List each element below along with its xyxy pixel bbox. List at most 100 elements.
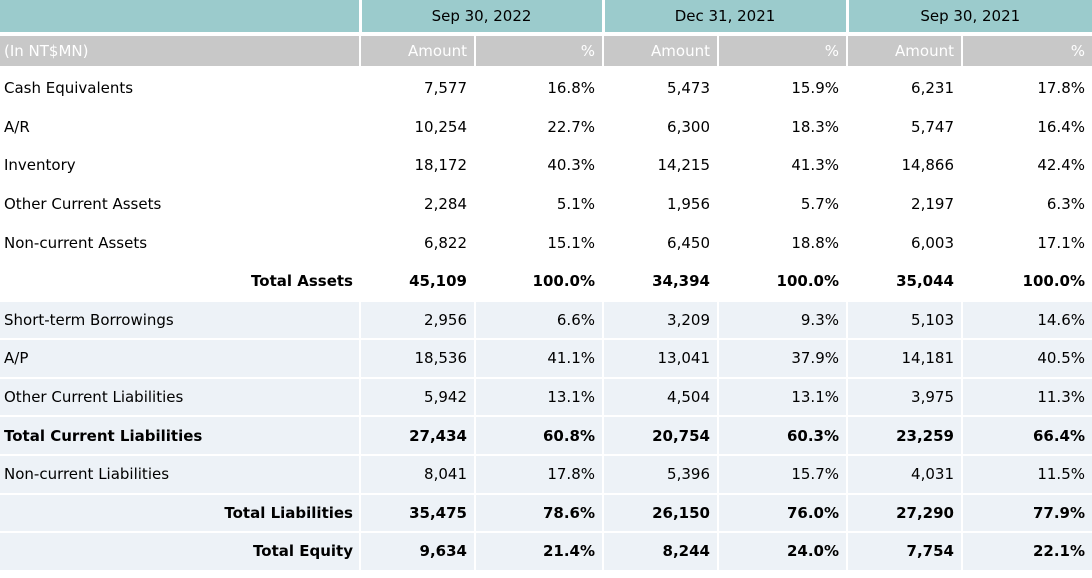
amount-cell: 3,975 (846, 376, 963, 418)
amount-cell: 2,284 (359, 183, 476, 225)
amount-cell: 8,244 (602, 531, 719, 572)
percent-header: % (474, 34, 603, 70)
amount-cell: 6,450 (602, 222, 719, 263)
row-label: Total Equity (0, 531, 361, 572)
amount-cell: 5,747 (846, 106, 963, 148)
percent-cell: 42.4% (961, 145, 1092, 186)
percent-cell: 76.0% (717, 492, 848, 534)
table-row: Total Assets 45,109 100.0% 34,394 100.0%… (0, 260, 1092, 302)
amount-cell: 18,536 (359, 338, 476, 379)
percent-cell: 17.1% (961, 222, 1092, 263)
amount-cell: 18,172 (359, 145, 476, 186)
amount-cell: 4,504 (602, 376, 719, 418)
percent-cell: 5.1% (474, 183, 604, 225)
row-label: A/P (0, 338, 361, 379)
percent-cell: 17.8% (474, 453, 604, 495)
row-label: Other Current Assets (0, 183, 361, 225)
percent-cell: 9.3% (717, 299, 848, 341)
table-row: Short-term Borrowings 2,956 6.6% 3,209 9… (0, 299, 1092, 341)
percent-cell: 11.3% (961, 376, 1092, 418)
percent-cell: 100.0% (961, 260, 1092, 302)
row-label: A/R (0, 106, 361, 148)
table-row: Inventory 18,172 40.3% 14,215 41.3% 14,8… (0, 145, 1092, 186)
amount-cell: 5,473 (602, 67, 719, 109)
row-label: Non-current Assets (0, 222, 361, 263)
amount-cell: 2,197 (846, 183, 963, 225)
amount-cell: 5,942 (359, 376, 476, 418)
col-group-header-sep-2022: Sep 30, 2022 (358, 0, 603, 36)
table-row: Other Current Liabilities 5,942 13.1% 4,… (0, 376, 1092, 418)
percent-header: % (961, 34, 1092, 70)
amount-cell: 10,254 (359, 106, 476, 148)
percent-cell: 37.9% (717, 338, 848, 379)
percent-cell: 15.9% (717, 67, 848, 109)
table-row: Total Equity 9,634 21.4% 8,244 24.0% 7,7… (0, 531, 1092, 572)
percent-cell: 16.8% (474, 67, 604, 109)
percent-cell: 5.7% (717, 183, 848, 225)
row-label: Total Current Liabilities (0, 415, 361, 456)
percent-cell: 15.1% (474, 222, 604, 263)
amount-header: Amount (359, 34, 475, 70)
amount-cell: 27,434 (359, 415, 476, 456)
row-label: Other Current Liabilities (0, 376, 361, 418)
percent-header: % (717, 34, 847, 70)
amount-cell: 8,041 (359, 453, 476, 495)
col-group-header-sep-2021: Sep 30, 2021 (845, 0, 1092, 36)
amount-cell: 27,290 (846, 492, 963, 534)
subheader-row: (In NT$MN) Amount % Amount % Amount % (0, 34, 1092, 70)
percent-cell: 100.0% (717, 260, 848, 302)
row-label: Short-term Borrowings (0, 299, 361, 341)
amount-header: Amount (846, 34, 962, 70)
amount-cell: 20,754 (602, 415, 719, 456)
amount-cell: 5,103 (846, 299, 963, 341)
percent-cell: 24.0% (717, 531, 848, 572)
percent-cell: 18.8% (717, 222, 848, 263)
percent-cell: 77.9% (961, 492, 1092, 534)
corner-cell (0, 0, 360, 36)
amount-cell: 35,475 (359, 492, 476, 534)
percent-cell: 13.1% (717, 376, 848, 418)
amount-cell: 14,181 (846, 338, 963, 379)
row-label: Non-current Liabilities (0, 453, 361, 495)
amount-cell: 14,215 (602, 145, 719, 186)
row-label: Total Liabilities (0, 492, 361, 534)
percent-cell: 13.1% (474, 376, 604, 418)
percent-cell: 11.5% (961, 453, 1092, 495)
amount-cell: 26,150 (602, 492, 719, 534)
date-header-row: Sep 30, 2022 Dec 31, 2021 Sep 30, 2021 (0, 0, 1092, 36)
percent-cell: 14.6% (961, 299, 1092, 341)
col-group-header-dec-2021: Dec 31, 2021 (601, 0, 847, 36)
percent-cell: 6.3% (961, 183, 1092, 225)
percent-cell: 100.0% (474, 260, 604, 302)
table-row: Non-current Assets 6,822 15.1% 6,450 18.… (0, 222, 1092, 263)
amount-cell: 3,209 (602, 299, 719, 341)
table-row: Other Current Assets 2,284 5.1% 1,956 5.… (0, 183, 1092, 225)
percent-cell: 40.5% (961, 338, 1092, 379)
table-body: Cash Equivalents 7,577 16.8% 5,473 15.9%… (0, 67, 1092, 572)
percent-cell: 66.4% (961, 415, 1092, 456)
percent-cell: 78.6% (474, 492, 604, 534)
amount-cell: 5,396 (602, 453, 719, 495)
amount-cell: 7,754 (846, 531, 963, 572)
percent-cell: 6.6% (474, 299, 604, 341)
amount-cell: 6,822 (359, 222, 476, 263)
percent-cell: 60.8% (474, 415, 604, 456)
table-row: A/R 10,254 22.7% 6,300 18.3% 5,747 16.4% (0, 106, 1092, 148)
amount-cell: 45,109 (359, 260, 476, 302)
percent-cell: 22.1% (961, 531, 1092, 572)
amount-header: Amount (602, 34, 718, 70)
percent-cell: 17.8% (961, 67, 1092, 109)
percent-cell: 40.3% (474, 145, 604, 186)
amount-cell: 35,044 (846, 260, 963, 302)
percent-cell: 18.3% (717, 106, 848, 148)
amount-cell: 13,041 (602, 338, 719, 379)
amount-cell: 2,956 (359, 299, 476, 341)
unit-label: (In NT$MN) (0, 34, 360, 70)
percent-cell: 15.7% (717, 453, 848, 495)
amount-cell: 34,394 (602, 260, 719, 302)
row-label: Cash Equivalents (0, 67, 361, 109)
amount-cell: 14,866 (846, 145, 963, 186)
percent-cell: 16.4% (961, 106, 1092, 148)
